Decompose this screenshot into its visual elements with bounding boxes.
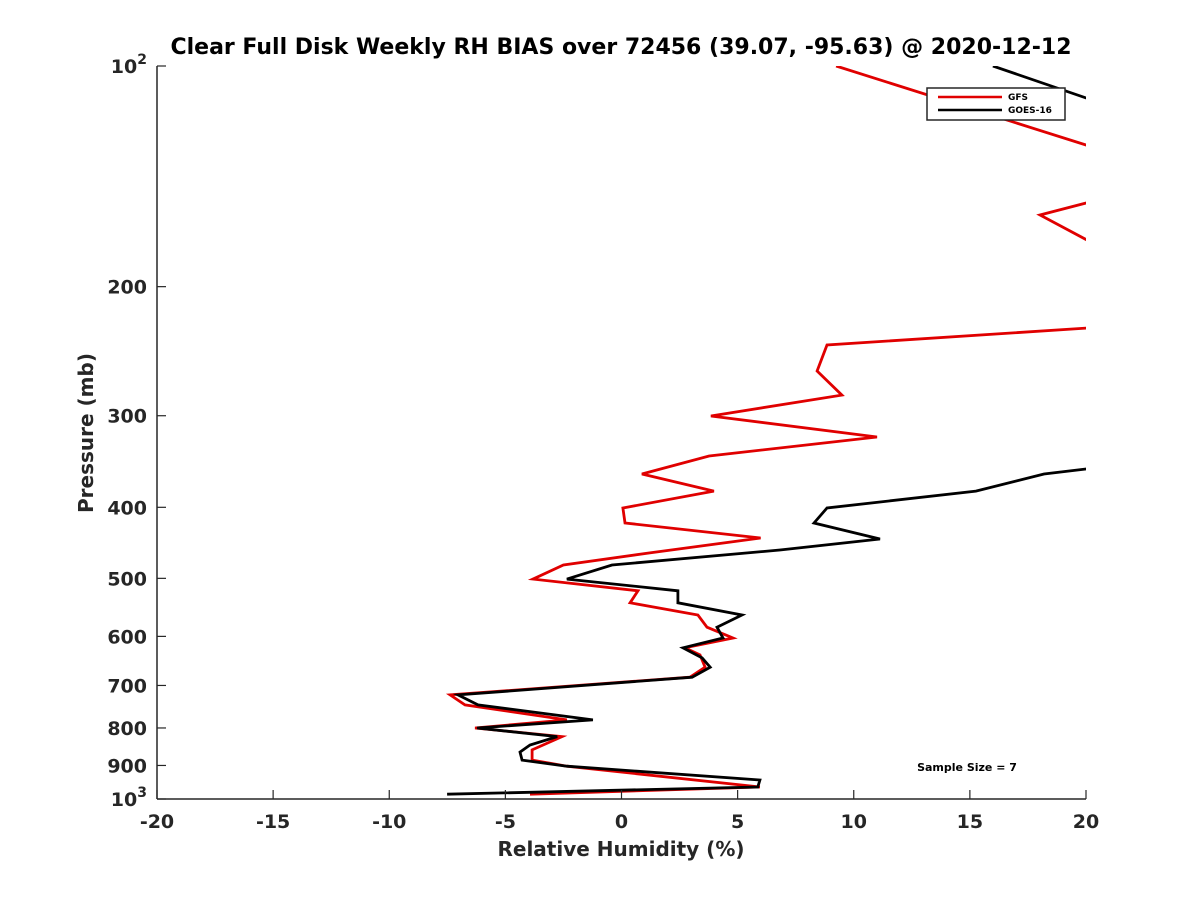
x-tick-label: -5 (495, 811, 516, 833)
series-layer (445, 66, 1086, 796)
x-tick-label: 20 (1073, 811, 1099, 833)
y-tick-label: 103 (111, 785, 147, 811)
y-tick-label: 200 (107, 277, 147, 299)
y-tick-label: 300 (107, 406, 147, 428)
x-tick-label: -10 (372, 811, 406, 833)
x-tick-label: 10 (841, 811, 867, 833)
y-axis-label: Pressure (mb) (74, 353, 98, 513)
x-tick-label: -15 (256, 811, 290, 833)
y-tick-label: 800 (107, 718, 147, 740)
legend-label-goes16: GOES-16 (1008, 106, 1052, 116)
x-tick-label: 0 (615, 811, 628, 833)
y-tick-label: 500 (107, 568, 147, 590)
y-tick-label: 900 (107, 755, 147, 777)
chart-title: Clear Full Disk Weekly RH BIAS over 7245… (170, 35, 1071, 60)
y-tick-label: 700 (107, 675, 147, 697)
series-line-gfs (445, 66, 1086, 796)
sample-size-annotation: Sample Size = 7 (917, 761, 1017, 774)
x-tick-label: -20 (140, 811, 174, 833)
y-tick-label: 102 (111, 52, 147, 78)
legend-label-gfs: GFS (1008, 93, 1028, 103)
y-tick-label: 600 (107, 626, 147, 648)
y-tick-label: 400 (107, 497, 147, 519)
series-line-goes-16 (447, 66, 1086, 796)
axes: -20 -15 -10 -5 0 5 10 15 20 102 200 300 400 500 600 700… (107, 52, 1099, 833)
x-axis-label: Relative Humidity (%) (497, 837, 744, 861)
legend: GFS GOES-16 (926, 87, 1066, 121)
x-tick-label: 15 (957, 811, 983, 833)
x-tick-label: 5 (731, 811, 744, 833)
